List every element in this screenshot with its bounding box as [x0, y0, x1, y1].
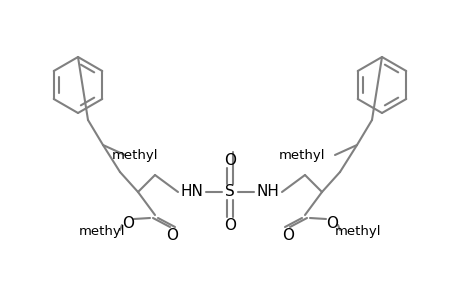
Text: O: O: [224, 218, 235, 232]
Text: O: O: [325, 215, 337, 230]
Text: O: O: [166, 227, 178, 242]
Text: methyl: methyl: [334, 226, 381, 238]
Text: O: O: [122, 215, 134, 230]
Text: methyl: methyl: [78, 226, 125, 238]
Text: methyl: methyl: [278, 148, 325, 161]
Text: S: S: [224, 184, 235, 200]
Text: O: O: [224, 152, 235, 167]
Text: NH: NH: [256, 184, 279, 200]
Text: HN: HN: [180, 184, 203, 200]
Text: O: O: [281, 227, 293, 242]
Text: methyl: methyl: [112, 148, 158, 161]
